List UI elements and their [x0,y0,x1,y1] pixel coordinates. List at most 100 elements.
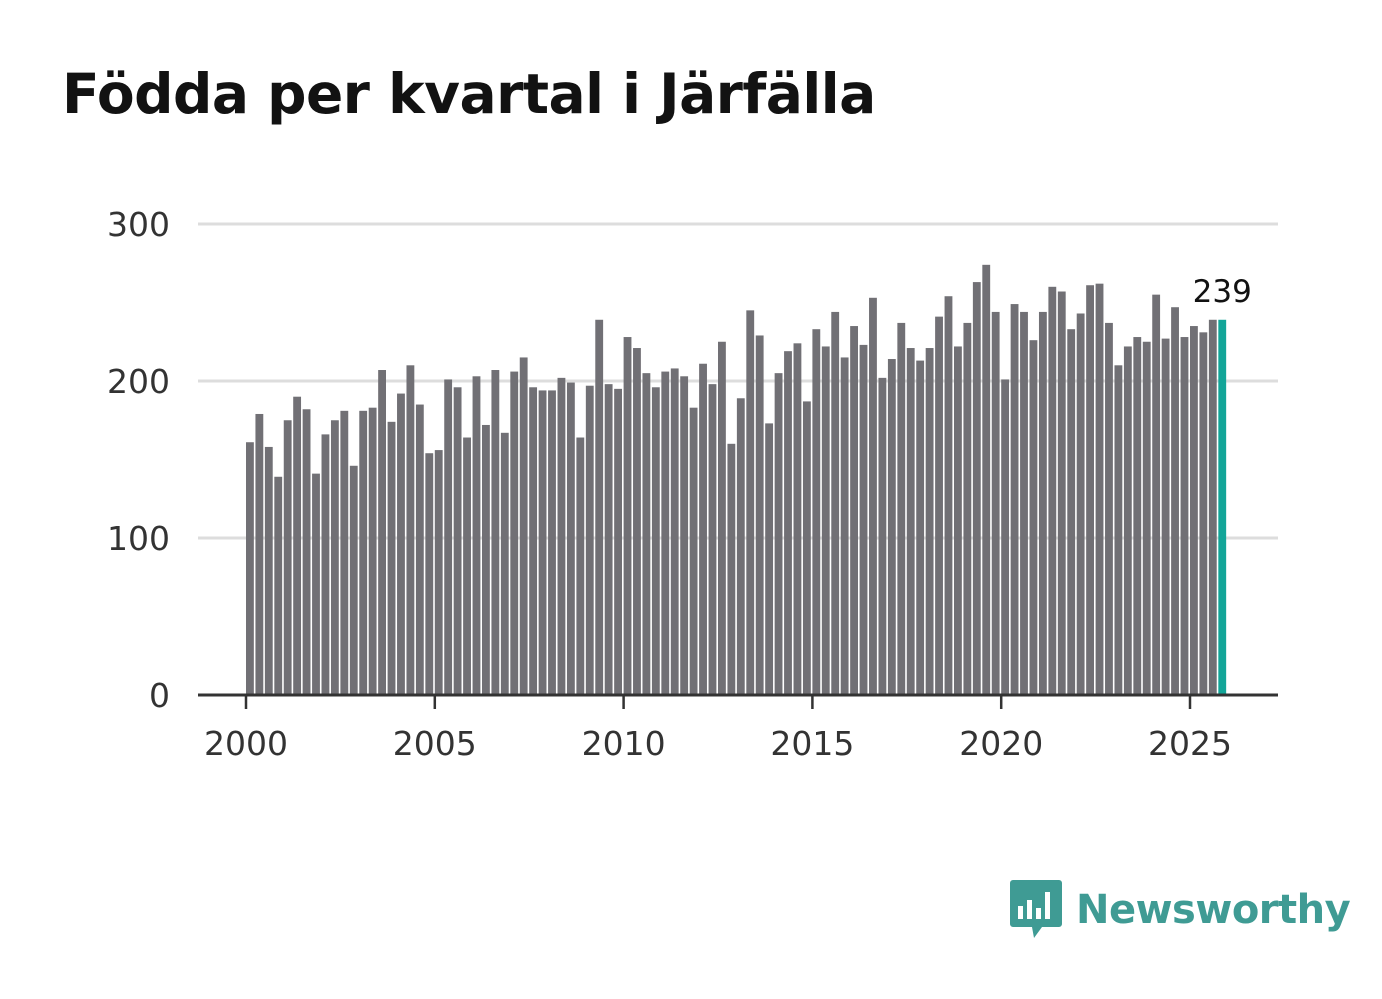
bar [255,413,264,695]
bar [708,384,717,695]
bar [1020,311,1028,695]
x-tick-label: 2020 [959,724,1043,763]
bar [982,264,991,695]
bar [1010,304,1019,695]
bar [954,346,962,695]
bar [1029,340,1038,695]
bar [472,376,481,695]
bar [1105,322,1113,695]
bar [661,371,670,695]
bar [368,407,377,695]
bar [793,343,802,695]
bar [529,387,538,695]
bar [991,311,1000,695]
bar [850,326,858,695]
bar [633,348,641,695]
bar [887,359,896,695]
bar [359,410,368,695]
bar [349,465,358,695]
bar [718,341,726,695]
bar [246,442,254,695]
bar [935,316,943,695]
bar [312,473,320,695]
bar [510,371,519,695]
bar [689,407,698,695]
bar [614,388,622,695]
bar [387,421,396,695]
bar [869,297,877,695]
bar [1114,365,1123,695]
bar [972,282,981,695]
bar [670,368,679,695]
brand-name: Newsworthy [1076,887,1351,933]
bar [1161,338,1170,695]
bar [283,420,292,695]
bar [1142,341,1151,695]
bar [906,348,915,695]
bar [1190,326,1198,695]
bar [444,379,453,695]
bar [1086,285,1094,695]
axes [198,693,1278,709]
bar [378,370,386,695]
bar [774,373,783,695]
bar [1038,311,1047,695]
bar [1208,319,1217,695]
bar [1180,337,1189,695]
bar [944,296,953,695]
bar [651,387,660,695]
bar [840,357,849,695]
y-tick-label: 300 [107,205,170,244]
bar [1048,286,1057,695]
bar [434,450,443,695]
bar [1133,337,1142,695]
x-tick-label: 2010 [582,724,666,763]
bar [576,437,585,695]
bar [321,434,330,695]
bar [519,357,528,695]
bar [765,423,774,695]
bar [680,376,689,695]
bar [812,329,821,695]
bar [916,360,925,695]
bar [784,351,792,695]
bar [482,424,490,695]
bar [330,420,339,695]
y-tick-label: 0 [149,676,170,715]
bar [1152,294,1161,695]
y-tick-label: 100 [107,519,170,558]
newsworthy-logo-icon [1010,880,1062,938]
bar [1123,346,1132,695]
bar [557,377,566,695]
bar [925,348,934,695]
chart-title: Födda per kvartal i Järfälla [62,62,876,126]
bar [453,387,462,695]
bar [623,337,632,695]
bar [746,310,755,695]
bar [491,370,500,695]
labels: 0 100 200 300 2000 2005 2010 2015 2020 2025 239 [107,205,1252,763]
x-tick-label: 2015 [770,724,854,763]
bar [463,437,471,695]
bar [821,346,830,695]
bar [699,363,707,695]
bar [1057,291,1066,695]
bar [1001,379,1010,695]
bar [406,365,415,695]
bar [642,373,651,695]
bar [1076,313,1085,695]
bar [1067,329,1076,695]
bar [274,476,283,695]
bar [500,432,509,695]
x-tick-label: 2005 [393,724,477,763]
bar [1171,307,1179,695]
bar [831,311,840,695]
bar [802,401,811,695]
y-tick-label: 200 [107,362,170,401]
bar [878,377,887,695]
bar [397,393,405,695]
bar [963,322,972,695]
bar [897,322,906,695]
bar [859,344,868,695]
